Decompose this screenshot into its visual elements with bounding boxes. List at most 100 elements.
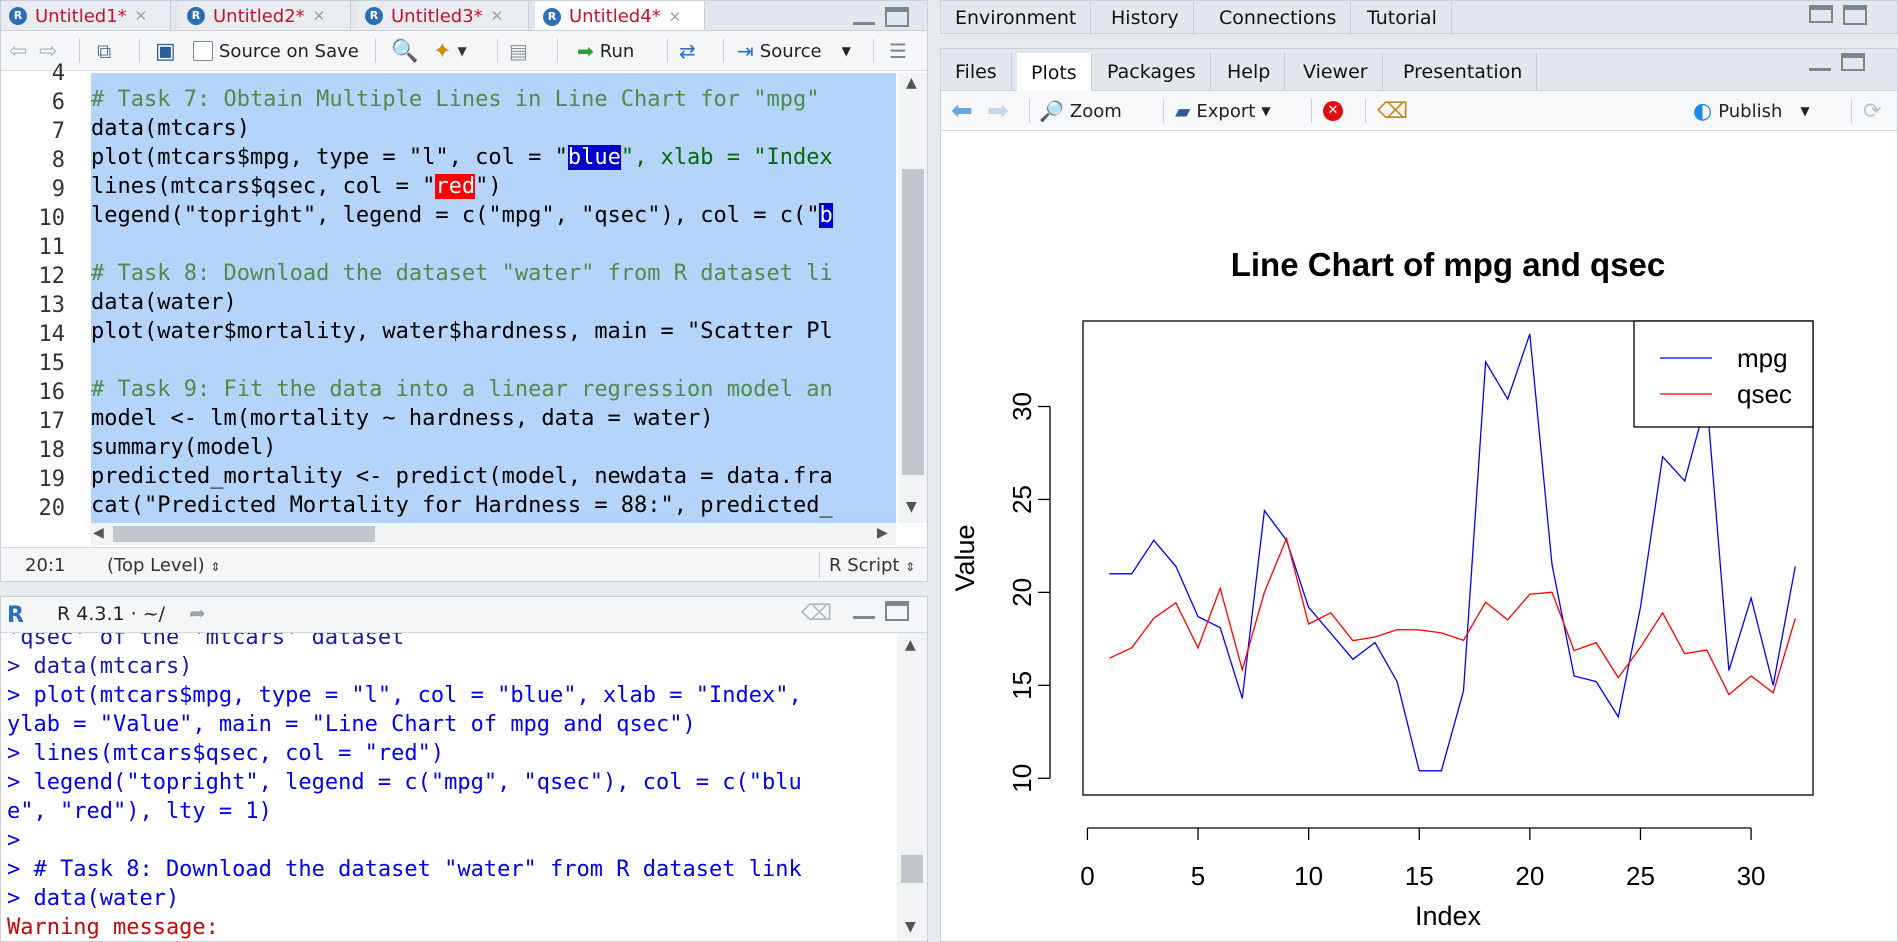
restore-icon[interactable]	[1841, 53, 1865, 71]
tab-files[interactable]: Files	[941, 53, 1012, 91]
tab-plots[interactable]: Plots	[1017, 53, 1092, 92]
tab-help[interactable]: Help	[1213, 53, 1286, 91]
console-scrollbar[interactable]: ▲ ▼	[897, 633, 927, 941]
scope-label: (Top Level)	[107, 555, 205, 576]
scroll-down-icon[interactable]: ▼	[906, 499, 917, 515]
rerun-icon[interactable]: ⇄	[679, 39, 696, 63]
selected-word-blue: blue	[567, 145, 621, 170]
maximize-icon[interactable]	[885, 601, 909, 621]
source-on-save-toggle[interactable]: Source on Save	[193, 31, 359, 71]
window-controls	[1809, 5, 1867, 25]
source-arrow-icon: ⇥	[737, 39, 754, 63]
file-type-selector[interactable]: R Script ⇕	[829, 555, 915, 576]
tab-untitled4[interactable]: R Untitled4* ✕	[535, 1, 705, 30]
line-chart: Line Chart of mpg and qsec 0 5 10 15 20 25 30 In…	[950, 246, 1814, 931]
next-plot-icon[interactable]: ➡	[987, 96, 1009, 126]
plots-pane: Files Plots Packages Help Viewer Present…	[940, 48, 1898, 942]
scope-selector[interactable]: (Top Level) ⇕	[107, 555, 220, 576]
vertical-scrollbar[interactable]: ▲ ▼	[898, 73, 927, 523]
tab-untitled1[interactable]: R Untitled1* ✕	[1, 1, 171, 30]
outline-icon[interactable]: ☰	[889, 39, 907, 63]
remove-plot-button[interactable]: ✕	[1323, 91, 1343, 131]
back-arrow-icon[interactable]: ⇦	[9, 38, 28, 64]
r-file-icon: R	[187, 7, 205, 25]
tab-tutorial[interactable]: Tutorial	[1353, 1, 1452, 35]
tab-untitled2[interactable]: R Untitled2* ✕	[179, 1, 351, 30]
horizontal-scrollbar[interactable]: ◀ ▶	[91, 523, 896, 545]
maximize-icon[interactable]	[885, 7, 909, 27]
line-number: 4	[51, 61, 65, 86]
scroll-thumb[interactable]	[901, 855, 923, 883]
series-line-qsec	[1109, 536, 1796, 696]
export-button[interactable]: ▰ Export ▼	[1175, 91, 1271, 131]
tab-history[interactable]: History	[1097, 1, 1194, 35]
refresh-icon[interactable]: ⟳	[1863, 98, 1882, 124]
legend-label-qsec: qsec	[1737, 379, 1792, 409]
scroll-thumb[interactable]	[113, 526, 375, 542]
compile-report-icon[interactable]: ▤	[509, 39, 528, 63]
y-axis-label: Value	[950, 524, 980, 591]
tab-viewer[interactable]: Viewer	[1289, 53, 1383, 91]
y-tick-label: 25	[1007, 485, 1037, 514]
scroll-up-icon[interactable]: ▲	[906, 75, 917, 91]
close-icon[interactable]: ✕	[312, 7, 326, 25]
environment-pane-tabs: Environment History Connections Tutorial	[940, 0, 1898, 35]
plots-pane-tabs: Files Plots Packages Help Viewer Present…	[941, 49, 1897, 92]
tab-presentation[interactable]: Presentation	[1389, 53, 1538, 91]
clear-plots-broom-icon[interactable]: ⌫	[1377, 98, 1409, 124]
r-logo-icon: R	[7, 603, 24, 628]
line-number: 15	[38, 351, 66, 376]
forward-arrow-icon[interactable]: ⇨	[39, 38, 58, 64]
console-line: > plot(mtcars$mpg, type = "l", col = "bl…	[7, 683, 802, 708]
tab-connections[interactable]: Connections	[1205, 1, 1352, 35]
code-text[interactable]: # Task 7: Obtain Multiple Lines in Line …	[91, 73, 896, 523]
zoom-icon: 🔎	[1039, 99, 1064, 123]
clear-console-broom-icon[interactable]: ⌫	[801, 601, 833, 626]
tab-environment[interactable]: Environment	[941, 1, 1092, 35]
code-line-part: ", xlab = "Index	[620, 145, 833, 170]
code-tools-wand-icon[interactable]: ✦ ▼	[433, 38, 467, 64]
scroll-right-icon[interactable]: ▶	[877, 525, 888, 541]
tab-label: Untitled2*	[213, 5, 305, 27]
go-to-directory-icon[interactable]: ➦	[189, 601, 206, 625]
search-icon[interactable]: 🔍	[391, 38, 419, 64]
console-output[interactable]: 'qsec' of the 'mtcars' dataset > data(mt…	[1, 633, 897, 942]
updown-icon: ⇕	[905, 560, 916, 574]
chevron-down-icon[interactable]: ▼	[841, 44, 851, 58]
save-icon[interactable]: ▣	[155, 38, 176, 64]
line-number: 20	[38, 496, 66, 521]
scroll-left-icon[interactable]: ◀	[93, 525, 104, 541]
source-button[interactable]: ⇥ Source ▼	[737, 31, 851, 71]
console-pane: R R 4.3.1 · ~/ ➦ ⌫ 'qsec' of the 'mtcars…	[0, 596, 928, 942]
minimize-icon[interactable]	[853, 21, 875, 25]
scroll-thumb[interactable]	[902, 169, 924, 475]
console-title: R 4.3.1 · ~/	[57, 603, 166, 625]
y-tick-label: 15	[1007, 671, 1037, 700]
close-icon[interactable]: ✕	[134, 7, 148, 25]
x-tick-label: 30	[1737, 861, 1766, 891]
zoom-button[interactable]: 🔎 Zoom	[1039, 91, 1122, 131]
maximize-icon[interactable]	[1843, 5, 1867, 25]
tab-untitled3[interactable]: R Untitled3* ✕	[357, 1, 529, 30]
scroll-down-icon[interactable]: ▼	[905, 919, 916, 935]
run-button[interactable]: ➡ Run	[577, 31, 634, 71]
close-icon[interactable]: ✕	[668, 7, 682, 26]
source-on-save-checkbox[interactable]	[193, 41, 213, 61]
restore-icon[interactable]	[1809, 5, 1833, 23]
code-area[interactable]: 4 6 7 8 9 10 11 12 13 14 15 16 17 18 19 …	[1, 61, 927, 545]
tab-packages[interactable]: Packages	[1093, 53, 1211, 91]
console-line: > # Task 8: Download the dataset "water"…	[7, 857, 802, 882]
close-icon[interactable]: ✕	[490, 7, 504, 25]
code-line-part: legend("topright", legend = c("mpg", "qs…	[91, 203, 820, 228]
code-line: legend("topright", legend = c("mpg", "qs…	[91, 201, 833, 230]
publish-button[interactable]: ◐ Publish ▼	[1693, 91, 1810, 131]
plots-toolbar: ⬅ ➡ 🔎 Zoom ▰ Export ▼ ✕ ⌫ ◐ Publish ▼	[941, 91, 1897, 131]
previous-plot-icon[interactable]: ⬅	[951, 96, 973, 126]
selected-word-blue: b	[819, 203, 833, 228]
minimize-icon[interactable]	[853, 615, 875, 619]
minimize-icon[interactable]	[1809, 67, 1831, 71]
x-tick-label: 0	[1080, 861, 1094, 891]
show-in-window-icon[interactable]: ⧉	[97, 39, 112, 63]
scroll-up-icon[interactable]: ▲	[905, 637, 916, 653]
code-line: summary(model)	[91, 435, 277, 460]
